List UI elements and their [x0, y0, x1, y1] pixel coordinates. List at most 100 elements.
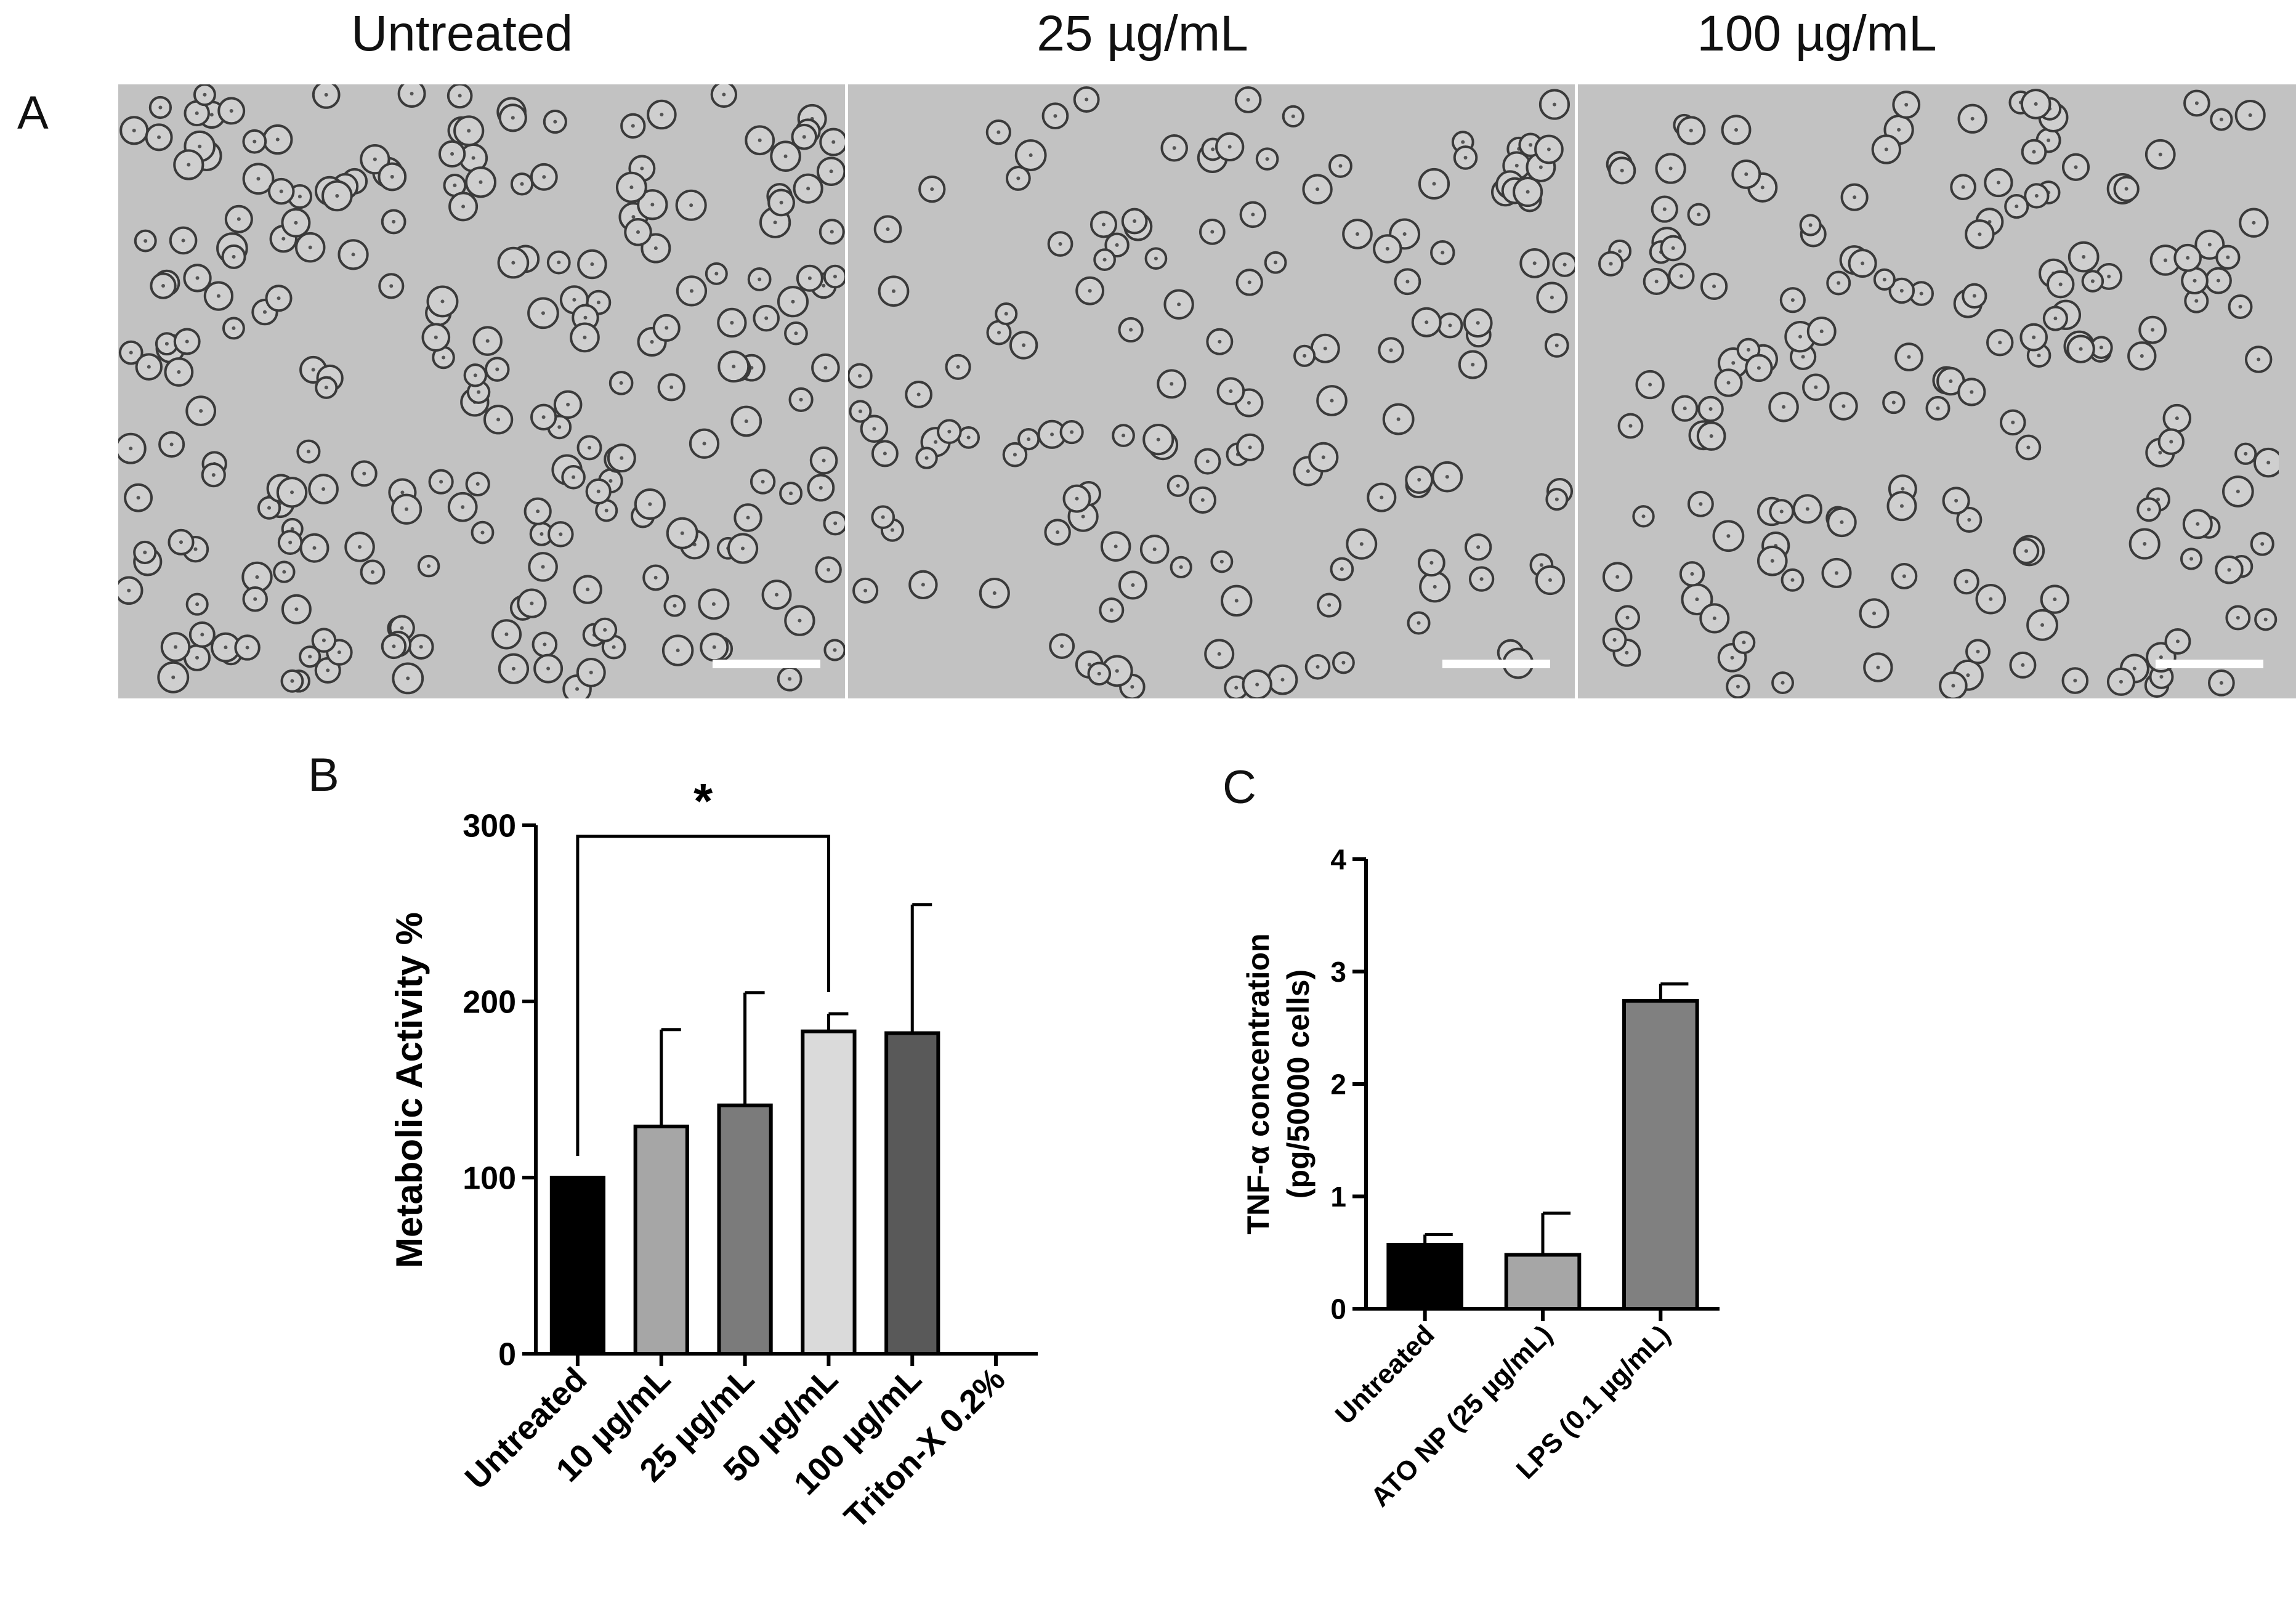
cell-nucleus — [1970, 390, 1974, 394]
x-tick-label: 50 µg/mL — [716, 1360, 845, 1489]
cell-nucleus — [653, 575, 658, 580]
cell-nucleus — [1712, 284, 1716, 288]
micrograph-untreated — [118, 84, 845, 698]
cell-nucleus — [1884, 147, 1888, 152]
cell-nucleus — [572, 297, 576, 302]
cell-nucleus — [129, 447, 133, 451]
cell-nucleus — [185, 339, 189, 344]
cell-nucleus — [2194, 299, 2199, 303]
cell-nucleus — [187, 163, 191, 167]
bar — [1622, 998, 1699, 1311]
cell-nucleus — [1172, 146, 1176, 150]
micrograph-title-untreated: Untreated — [350, 6, 573, 62]
cell-nucleus — [2238, 304, 2242, 309]
cell-nucleus — [1130, 685, 1134, 689]
cell-nucleus — [1552, 102, 1556, 107]
cell-nucleus — [1808, 223, 1813, 227]
cell-nucleus — [1899, 289, 1904, 293]
cell-nucleus — [174, 645, 178, 649]
cell-nucleus — [410, 92, 414, 96]
cell-nucleus — [640, 166, 644, 171]
cell-nucleus — [2193, 278, 2197, 283]
cell-nucleus — [711, 602, 716, 606]
cell-nucleus — [1779, 509, 1784, 514]
cell-nucleus — [1697, 212, 1701, 217]
cell-nucleus — [924, 456, 929, 460]
cell-nucleus — [1389, 348, 1393, 352]
y-tick-label: 100 — [463, 1161, 516, 1197]
cell-nucleus — [1013, 453, 1017, 457]
cell-nucleus — [1708, 407, 1713, 411]
cell-nucleus — [1131, 583, 1135, 587]
cell-nucleus — [281, 237, 286, 241]
cell-nucleus — [288, 540, 293, 544]
cell-nucleus — [1966, 673, 1970, 677]
cell-nucleus — [1904, 103, 1909, 107]
cell-nucleus — [1819, 329, 1824, 333]
cell-nucleus — [631, 124, 635, 128]
cell-nucleus — [1053, 114, 1057, 118]
micrograph-25 — [848, 84, 1575, 698]
cell-nucleus — [1087, 662, 1091, 666]
cell-nucleus — [1323, 346, 1327, 350]
cell-nucleus — [608, 479, 613, 483]
cell-nucleus — [171, 675, 176, 679]
cell-nucleus — [132, 128, 136, 132]
cell-nucleus — [1255, 682, 1259, 687]
cell-nucleus — [390, 174, 394, 179]
cell-nucleus — [730, 320, 734, 325]
cell-nucleus — [2175, 416, 2179, 421]
cell-nucleus — [143, 550, 147, 554]
cell-nucleus — [236, 217, 241, 221]
cell-nucleus — [1081, 514, 1085, 519]
cell-nucleus — [799, 397, 803, 402]
cell-nucleus — [277, 296, 281, 301]
cell-nucleus — [2107, 274, 2111, 278]
cell-nucleus — [511, 116, 515, 120]
cell-nucleus — [267, 506, 272, 510]
cell-nucleus — [2099, 346, 2103, 350]
cell-nucleus — [255, 575, 259, 579]
cell-nucleus — [1726, 381, 1731, 385]
cell-nucleus — [1338, 164, 1343, 168]
cell-nucleus — [650, 203, 655, 207]
cell-nucleus — [1902, 574, 1906, 578]
cell-nucleus — [673, 604, 677, 608]
cell-nucleus — [648, 502, 652, 506]
cell-nucleus — [2219, 117, 2223, 121]
cell-nucleus — [479, 180, 483, 184]
cell-nucleus — [1247, 280, 1251, 285]
cell-nucleus — [746, 515, 750, 520]
x-tick-label: Triton-X 0.2% — [837, 1360, 1012, 1535]
cell-nucleus — [1355, 232, 1359, 236]
cell-nucleus — [1562, 262, 1567, 267]
bar — [884, 1031, 940, 1356]
cell-nucleus — [1417, 621, 1421, 625]
cell-nucleus — [1217, 652, 1221, 656]
cell-nucleus — [916, 392, 921, 397]
cell-nucleus — [542, 175, 546, 179]
cell-nucleus — [321, 487, 326, 491]
cell-nucleus — [669, 385, 674, 389]
cell-nucleus — [419, 645, 423, 649]
cell-nucleus — [2219, 681, 2223, 685]
cell-nucleus — [400, 490, 405, 495]
cell-nucleus — [1734, 127, 1739, 132]
scale-bar — [713, 660, 820, 668]
cell-nucleus — [2236, 489, 2240, 493]
cell-nucleus — [2163, 258, 2167, 262]
cell-nucleus — [450, 152, 455, 156]
y-tick-label: 3 — [1330, 956, 1346, 988]
cell-nucleus — [1695, 597, 1699, 602]
cell-nucleus — [1978, 232, 1982, 237]
cell-nucleus — [209, 113, 214, 117]
cell-nucleus — [1782, 405, 1786, 409]
cell-nucleus — [798, 618, 802, 623]
cell-nucleus — [442, 355, 446, 360]
cell-nucleus — [858, 409, 862, 413]
cell-nucleus — [822, 283, 826, 288]
cell-nucleus — [1814, 385, 1818, 389]
cell-nucleus — [1550, 296, 1554, 300]
bar — [717, 1103, 773, 1356]
cell-nucleus — [312, 546, 317, 550]
